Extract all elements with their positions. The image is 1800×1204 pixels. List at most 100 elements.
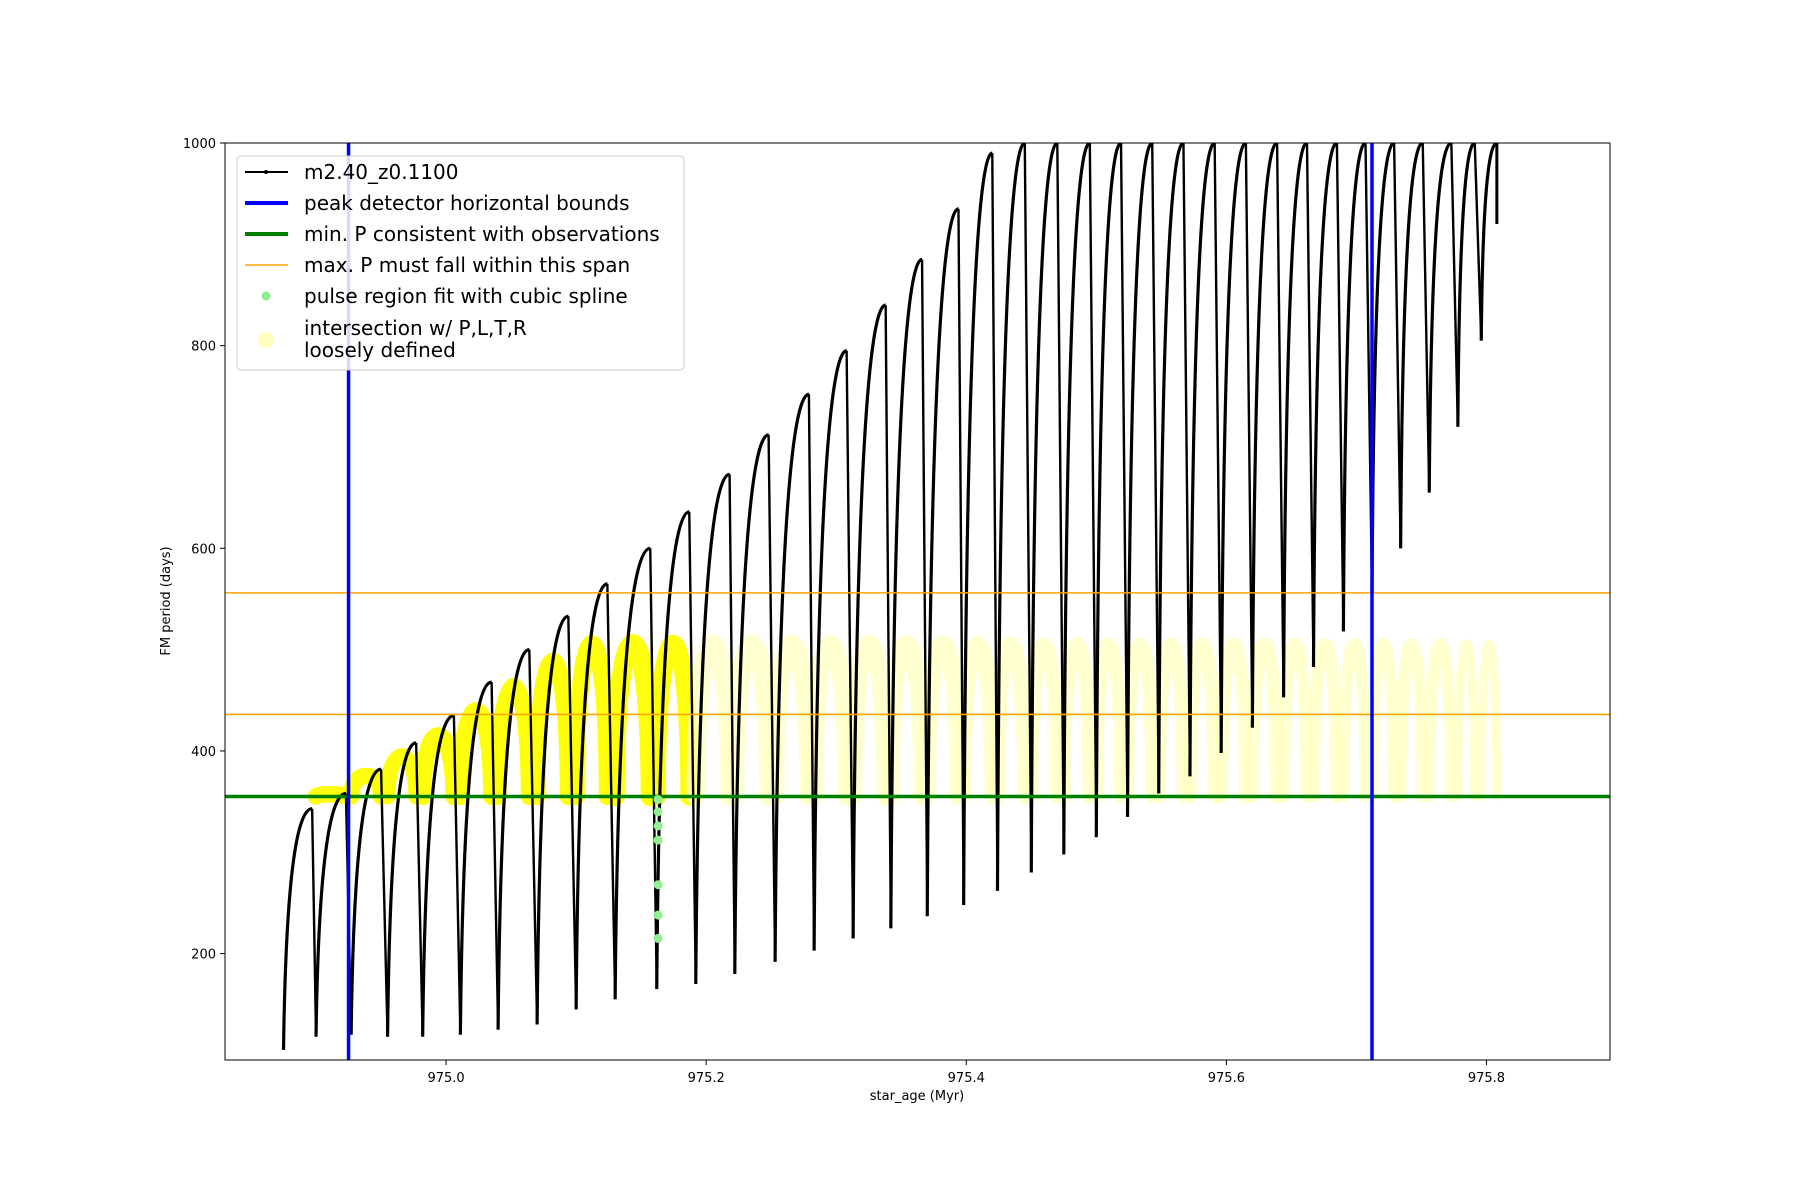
series-drop xyxy=(1335,143,1345,632)
spline-point xyxy=(653,880,663,890)
intersection-region xyxy=(1476,639,1502,801)
y-tick-label: 1000 xyxy=(183,137,216,152)
series-drop xyxy=(1275,143,1285,698)
legend-label: pulse region fit with cubic spline xyxy=(304,284,628,308)
x-tick-label: 975.4 xyxy=(948,1071,985,1086)
legend-label: loosely defined xyxy=(304,338,456,362)
series-line xyxy=(773,392,810,962)
x-tick-label: 975.8 xyxy=(1468,1071,1505,1086)
spline-point xyxy=(653,821,663,831)
intersection-region xyxy=(1453,639,1480,802)
y-tick-label: 200 xyxy=(191,948,216,963)
series-drop xyxy=(452,715,462,1035)
series-drop xyxy=(1421,143,1431,493)
series-line xyxy=(1311,143,1338,667)
series-drop xyxy=(845,350,855,939)
x-tick-label: 975.6 xyxy=(1208,1071,1245,1086)
series-line xyxy=(995,143,1026,891)
intersection-region xyxy=(1307,637,1344,803)
series-drop xyxy=(567,616,578,1010)
intersection-region xyxy=(1277,637,1314,803)
series-drop xyxy=(414,742,424,1037)
intersection-region xyxy=(1423,638,1458,803)
series-line xyxy=(349,767,382,1035)
series-line xyxy=(733,433,770,974)
series-drop xyxy=(379,769,389,1037)
axes: 975.0 975.2 975.4 975.6 975.8 200 400 600 800 100… xyxy=(183,137,1505,1086)
series-group xyxy=(281,143,1499,1050)
series-line xyxy=(655,510,690,990)
intersection-region xyxy=(647,635,699,806)
series-line xyxy=(962,151,993,905)
series-line xyxy=(1219,143,1247,753)
series-line xyxy=(812,349,848,951)
legend-label: min. P consistent with observations xyxy=(304,222,660,246)
series-drop xyxy=(1182,143,1192,777)
series-line xyxy=(1029,143,1059,873)
intersection-region xyxy=(1394,638,1429,803)
legend-swatch xyxy=(261,291,271,301)
series-line xyxy=(458,680,493,1035)
series-drop xyxy=(490,682,500,1030)
x-axis-label: star_age (Myr) xyxy=(870,1089,964,1104)
legend-label: intersection w/ P,L,T,R xyxy=(304,316,527,340)
series-line xyxy=(851,303,887,939)
series-drop xyxy=(767,434,777,962)
series-drop xyxy=(1305,143,1315,667)
spline-point xyxy=(653,795,663,805)
y-tick-label: 800 xyxy=(191,340,216,355)
spline-point xyxy=(653,807,663,817)
legend-label: max. P must fall within this span xyxy=(304,253,630,277)
spline-point xyxy=(653,933,663,943)
series-line xyxy=(1281,143,1308,698)
series-drop xyxy=(688,511,697,985)
series-line xyxy=(889,257,923,929)
highlight-layer xyxy=(307,634,1502,807)
y-axis-label: FM period (days) xyxy=(159,546,174,655)
series-drop xyxy=(1056,143,1066,855)
series-drop xyxy=(1088,143,1098,838)
series-drop xyxy=(807,394,816,951)
x-tick-label: 975.0 xyxy=(427,1071,464,1086)
series-drop xyxy=(1244,143,1254,728)
series-drop xyxy=(1213,143,1223,753)
series-line xyxy=(1094,143,1122,838)
series-line xyxy=(574,582,608,1010)
intersection-region xyxy=(451,702,501,806)
y-tick-label: 400 xyxy=(191,745,216,760)
series-drop xyxy=(920,259,929,917)
series-drop xyxy=(1023,143,1033,873)
series-line xyxy=(535,614,569,1025)
series-line xyxy=(1479,143,1498,341)
series-line xyxy=(1188,143,1216,777)
legend-box xyxy=(236,155,685,371)
series-drop xyxy=(528,649,539,1025)
series-line xyxy=(1250,143,1278,728)
legend-swatch xyxy=(258,332,274,348)
spline-point xyxy=(653,910,663,920)
series-line xyxy=(421,713,455,1037)
series-line xyxy=(1062,143,1091,855)
x-tick-label: 975.2 xyxy=(688,1071,725,1086)
series-line xyxy=(613,546,651,1000)
spline-point xyxy=(653,835,663,845)
intersection-region xyxy=(567,635,616,806)
series-line xyxy=(1341,143,1367,632)
plot-frame xyxy=(224,142,1611,1061)
intersection-region xyxy=(725,634,778,806)
series-line xyxy=(925,207,960,917)
series-drop xyxy=(606,583,617,1000)
series-line xyxy=(1125,143,1153,817)
legend-swatch-marker xyxy=(264,170,268,174)
series-line xyxy=(1427,143,1452,493)
intersection-region xyxy=(605,634,660,807)
series-line xyxy=(1157,143,1185,794)
series-drop xyxy=(884,305,893,929)
series-line xyxy=(385,741,417,1037)
series-drop xyxy=(1392,143,1402,549)
series-drop xyxy=(1151,143,1160,794)
legend-label: m2.40_z0.1100 xyxy=(304,160,459,184)
y-tick-label: 600 xyxy=(191,542,216,557)
